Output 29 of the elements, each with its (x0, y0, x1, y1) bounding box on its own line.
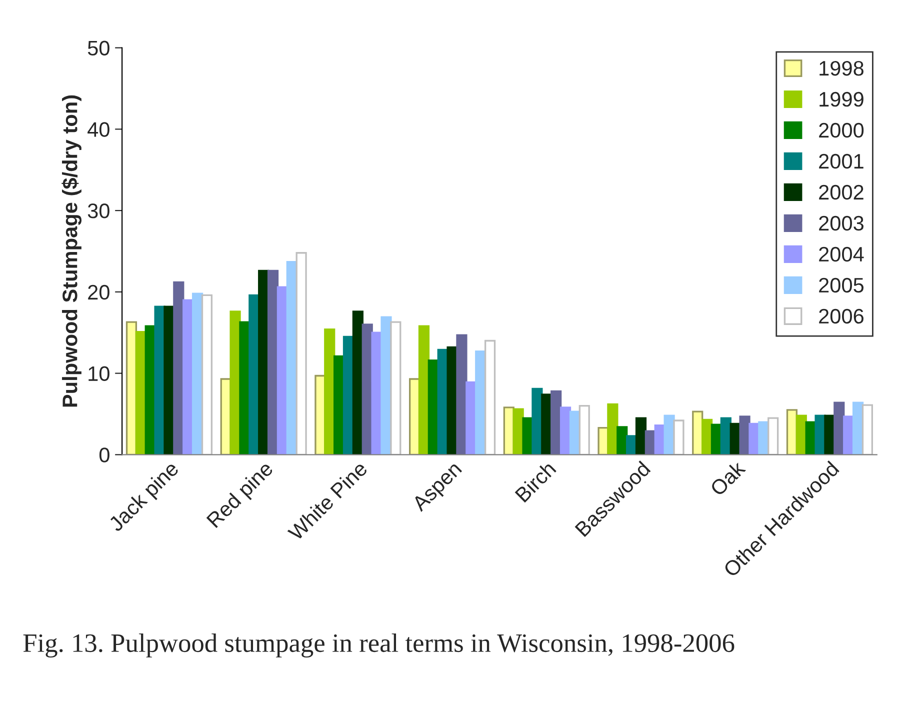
bar (768, 417, 779, 455)
legend-label: 2004 (819, 246, 864, 262)
bar (201, 294, 213, 455)
y-tick-label: 50 (88, 40, 110, 56)
bar (296, 252, 307, 455)
y-axis-title: Pulpwood Stumpage ($/dry ton) (62, 95, 82, 407)
bar (862, 404, 873, 455)
y-tick-label: 10 (88, 366, 110, 382)
y-tick-label: 0 (99, 448, 110, 462)
legend-label: 2006 (819, 308, 864, 324)
y-tick-label: 20 (88, 284, 110, 300)
legend-label: 1999 (820, 92, 864, 107)
x-tick-label: Oak (709, 460, 746, 497)
legend-label: 2003 (819, 216, 864, 231)
bar (484, 340, 496, 455)
bar (390, 321, 402, 455)
legend-label: 2005 (819, 278, 864, 293)
bar (607, 403, 618, 455)
bar (456, 334, 468, 455)
legend-label: 2001 (819, 154, 864, 169)
legend-label: 2000 (819, 122, 864, 138)
legend-label: 2002 (819, 184, 864, 200)
bar (635, 417, 647, 455)
bar (673, 420, 684, 455)
caption: Fig. 13. Pulpwood stumpage in real terms in Wisconsin, 1998-2006 (23, 634, 734, 658)
y-tick-label: 30 (88, 204, 110, 218)
bar (578, 405, 590, 455)
legend-label: 1998 (820, 60, 864, 76)
y-tick-label: 40 (88, 122, 110, 137)
